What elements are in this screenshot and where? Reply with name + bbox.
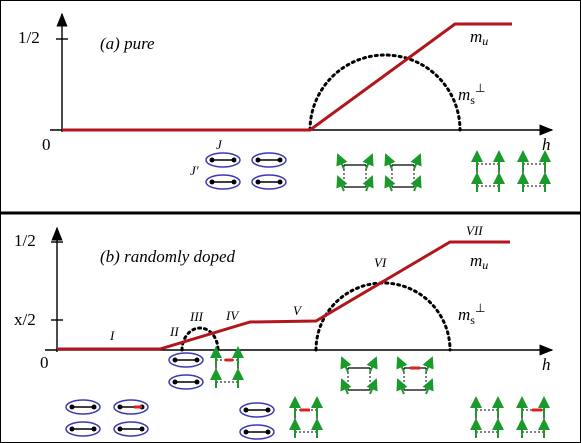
region-label: II xyxy=(169,324,179,339)
staggered-curve xyxy=(182,328,218,350)
dimer-icon xyxy=(169,353,203,389)
polarized-icon xyxy=(522,398,544,438)
polarized-icon xyxy=(295,398,317,438)
label-part: u xyxy=(482,34,488,48)
polarized-icon xyxy=(216,348,238,388)
origin-label: 0 xyxy=(40,353,49,372)
staggered-curve xyxy=(310,55,460,130)
panel-label: (b) randomly doped xyxy=(100,247,236,266)
region-label: V xyxy=(293,303,303,318)
label-part: s xyxy=(470,93,475,107)
canted-icon xyxy=(338,155,372,191)
label-part: m xyxy=(470,251,482,270)
label-part: m xyxy=(458,305,470,324)
dimer-icon xyxy=(114,400,148,436)
polarized-icon xyxy=(523,152,545,192)
canted-icon xyxy=(342,358,376,394)
y-tick-label: 1/2 xyxy=(18,28,40,47)
panel-b: 1/2 x/2 0 h (b) randomly doped I II III … xyxy=(14,223,552,439)
dimer-icon xyxy=(240,403,274,439)
y-tick-label: x/2 xyxy=(14,310,36,329)
dimer-icon xyxy=(206,153,240,189)
curve-label: ms⊥ xyxy=(458,301,485,327)
figure: 1/2 0 h (a) pure mu ms⊥ J J′ 1/2 x/2 0 h… xyxy=(0,0,581,443)
region-label: III xyxy=(189,309,204,324)
y-tick-label: 1/2 xyxy=(14,231,36,250)
origin-label: 0 xyxy=(42,135,51,154)
staggered-curve xyxy=(316,283,450,350)
panel-a: 1/2 0 h (a) pure mu ms⊥ J J′ xyxy=(18,14,552,192)
label-part: m xyxy=(458,85,470,104)
region-label: IV xyxy=(225,308,240,323)
dimer-icon xyxy=(66,400,100,436)
frame xyxy=(1,1,581,443)
polarized-icon xyxy=(476,398,498,438)
label-part: ⊥ xyxy=(475,301,485,315)
bond-label: J xyxy=(216,137,223,152)
panel-label: (a) pure xyxy=(100,34,155,53)
region-label: VII xyxy=(466,223,483,238)
polarized-icon xyxy=(477,152,499,192)
curve-label: ms⊥ xyxy=(458,81,485,107)
region-label: I xyxy=(109,328,115,343)
label-part: m xyxy=(470,27,482,46)
x-axis-label: h xyxy=(542,135,551,154)
canted-icon xyxy=(386,155,420,191)
bond-label: J′ xyxy=(190,163,199,178)
curve-label: mu xyxy=(470,251,488,272)
dimer-icon xyxy=(252,153,286,189)
x-axis-label: h xyxy=(542,355,551,374)
curve-label: mu xyxy=(470,27,488,48)
label-part: ⊥ xyxy=(475,81,485,95)
label-part: u xyxy=(482,258,488,272)
region-label: VI xyxy=(374,255,387,270)
label-part: s xyxy=(470,313,475,327)
canted-icon xyxy=(398,358,432,394)
